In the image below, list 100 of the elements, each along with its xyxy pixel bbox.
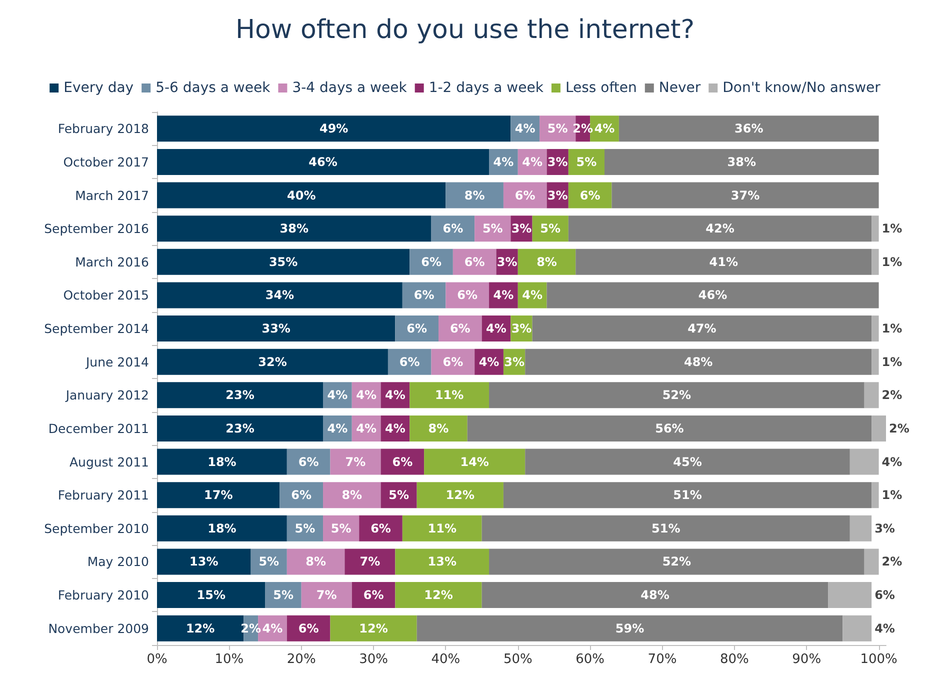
data-label: 37% [730, 188, 760, 202]
data-label: 5% [330, 521, 352, 536]
data-label: 5% [482, 222, 503, 236]
bar [323, 482, 381, 508]
data-label: 33% [262, 322, 290, 336]
data-label: 42% [706, 222, 734, 236]
bar [842, 615, 872, 642]
data-label: 1% [882, 222, 902, 236]
x-tick-label: 0% [146, 652, 168, 667]
bar [402, 515, 482, 542]
bar [344, 548, 396, 575]
data-label: 7% [360, 554, 380, 569]
data-label: 6% [363, 588, 384, 602]
y-tick-label: December 2011 [48, 420, 149, 436]
data-label: 5% [576, 154, 597, 169]
x-tick-label: 60% [576, 652, 605, 667]
x-tick-label: 50% [503, 652, 532, 667]
chart-title: How often do you use the internet? [235, 15, 695, 45]
bar [489, 548, 864, 575]
data-label: 38% [727, 154, 756, 169]
data-label: 4% [327, 421, 348, 436]
data-label: 56% [655, 421, 684, 436]
data-label: 4% [882, 454, 902, 469]
data-label: 51% [673, 488, 702, 502]
bar [157, 415, 324, 442]
y-tick-label: February 2010 [58, 588, 150, 603]
bar [525, 348, 872, 375]
bar [431, 348, 475, 375]
bar [157, 148, 490, 175]
bar [157, 482, 280, 508]
bar [157, 316, 396, 342]
data-label: 46% [308, 154, 338, 169]
data-label: 4% [522, 288, 543, 302]
bar [446, 282, 490, 308]
data-label: 6% [874, 588, 895, 602]
data-label: 6% [442, 222, 464, 236]
x-tick-label: 90% [792, 652, 822, 667]
data-label: 3% [547, 154, 568, 169]
data-label: 1% [882, 488, 902, 502]
data-label: 32% [258, 354, 287, 369]
data-label: 13% [428, 554, 456, 569]
legend-label: 1-2 days a week [428, 80, 544, 96]
x-tick-label: 80% [720, 652, 749, 667]
data-label: 47% [688, 322, 716, 336]
bar [410, 248, 453, 275]
bar [416, 482, 504, 508]
data-label: 23% [226, 421, 254, 436]
legend-label: Don't know/No answer [722, 80, 881, 96]
bar [157, 248, 410, 275]
data-label: 59% [615, 621, 644, 636]
x-tick-label: 70% [648, 652, 677, 667]
bar [828, 582, 872, 608]
data-label: 1% [882, 254, 902, 269]
data-label: 8% [464, 188, 485, 202]
data-label: 2% [882, 554, 902, 569]
bar [872, 348, 879, 375]
bar [503, 182, 547, 208]
data-label: 14% [460, 454, 489, 469]
data-label: 51% [651, 521, 680, 536]
data-label: 52% [662, 554, 692, 569]
data-label: 4% [522, 154, 543, 169]
data-label: 18% [208, 521, 236, 536]
legend-label: Every day [64, 80, 134, 96]
bar [872, 482, 879, 508]
data-label: 8% [536, 254, 557, 269]
y-tick-label: September 2016 [44, 221, 150, 236]
bar [301, 582, 352, 608]
bar [157, 548, 251, 575]
data-label: 35% [268, 254, 298, 269]
data-label: 6% [298, 621, 319, 636]
legend-label: Less often [565, 80, 637, 96]
data-label: 6% [450, 322, 470, 336]
data-label: 7% [345, 454, 366, 469]
bar [330, 615, 417, 642]
data-label: 4% [493, 154, 514, 169]
bar [410, 415, 468, 442]
bar [503, 482, 872, 508]
bar [438, 316, 482, 342]
data-label: 48% [684, 354, 713, 369]
bar [532, 316, 872, 342]
data-label: 3% [496, 254, 518, 269]
data-label: 2% [882, 388, 902, 402]
bar [395, 316, 438, 342]
data-label: 4% [594, 122, 615, 136]
bar [446, 182, 504, 208]
data-label: 12% [424, 588, 453, 602]
data-label: 4% [385, 388, 406, 402]
data-label: 12% [446, 488, 475, 502]
data-label: 4% [356, 421, 377, 436]
data-label: 45% [673, 454, 702, 469]
x-tick-label: 10% [214, 652, 244, 667]
data-label: 6% [442, 354, 464, 369]
bar [157, 348, 388, 375]
bar [431, 216, 475, 242]
x-tick-label: 20% [286, 652, 316, 667]
data-label: 5% [294, 521, 316, 536]
data-label: 4% [514, 122, 536, 136]
data-label: 5% [388, 488, 409, 502]
x-tick-label: 100% [860, 652, 898, 667]
data-label: 41% [709, 254, 738, 269]
